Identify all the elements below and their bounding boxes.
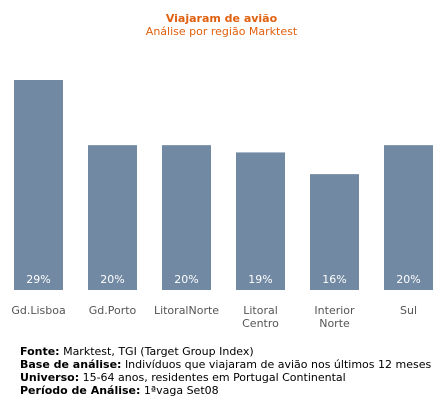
bar-value-label: 20% — [396, 273, 420, 286]
bar-value-label: 29% — [26, 273, 50, 286]
footer-base-label: Base de análise: — [20, 358, 122, 371]
category-label: Centro — [242, 317, 279, 330]
bar-value-label: 20% — [100, 273, 124, 286]
chart-title: Viajaram de avião — [165, 12, 278, 25]
chart-footer: Fonte: Marktest, TGI (Target Group Index… — [20, 345, 431, 397]
bar-value-label: 19% — [248, 273, 272, 286]
footer-base-value: Indivíduos que viajaram de avião nos últ… — [124, 358, 432, 371]
footer-period-label: Período de Análise: — [20, 384, 141, 397]
footer-base: Base de análise: Indivíduos que viajaram… — [20, 358, 431, 371]
bar-4 — [236, 152, 285, 290]
footer-universe: Universo: 15-64 anos, residentes em Port… — [20, 371, 431, 384]
footer-source-label: Fonte: — [20, 345, 60, 358]
category-label: Interior — [314, 304, 355, 317]
footer-period: Período de Análise: 1ªvaga Set08 — [20, 384, 431, 397]
bar-chart: 29%Gd.Lisboa20%Gd.Porto20%LitoralNorte19… — [11, 80, 433, 330]
bar-value-label: 16% — [322, 273, 346, 286]
category-label: Gd.Porto — [89, 304, 137, 317]
bar-2 — [88, 145, 137, 290]
bar-1 — [14, 80, 63, 290]
category-label: Sul — [400, 304, 417, 317]
category-label: LitoralNorte — [154, 304, 219, 317]
footer-period-value: 1ªvaga Set08 — [143, 384, 219, 397]
category-label: Norte — [319, 317, 350, 330]
footer-universe-label: Universo: — [20, 371, 80, 384]
bar-3 — [162, 145, 211, 290]
category-label: Litoral — [243, 304, 278, 317]
footer-source: Fonte: Marktest, TGI (Target Group Index… — [20, 345, 431, 358]
footer-source-value: Marktest, TGI (Target Group Index) — [63, 345, 254, 358]
bar-5 — [310, 174, 359, 290]
footer-universe-value: 15-64 anos, residentes em Portugal Conti… — [82, 371, 346, 384]
bar-value-label: 20% — [174, 273, 198, 286]
chart-subtitle: Análise por região Marktest — [145, 25, 298, 38]
bar-6 — [384, 145, 433, 290]
category-label: Gd.Lisboa — [11, 304, 65, 317]
